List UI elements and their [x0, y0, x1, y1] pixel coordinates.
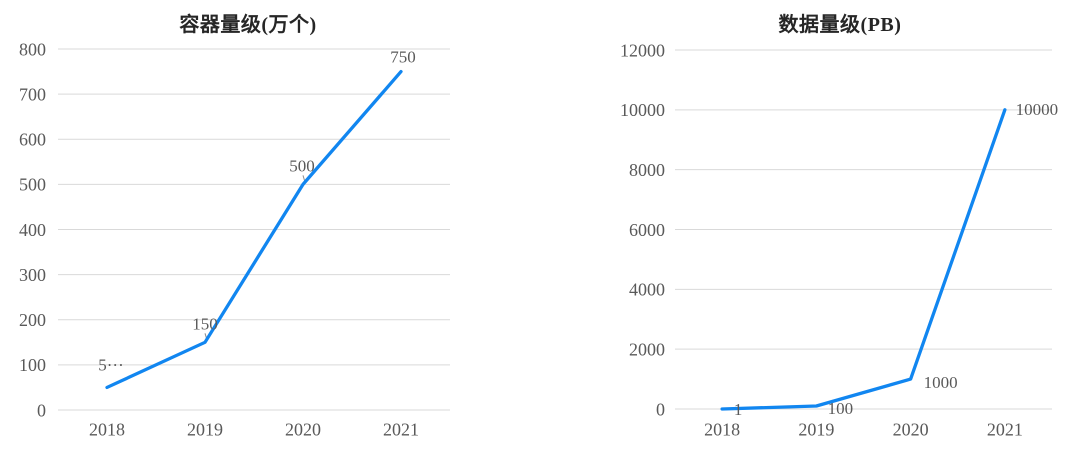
data-point-label: 1 — [734, 400, 743, 419]
y-axis-tick-label: 4000 — [629, 280, 665, 300]
y-axis-tick-label: 300 — [19, 265, 46, 285]
y-axis-tick-label: 100 — [19, 355, 46, 375]
data-scale-series-line — [720, 108, 1007, 411]
y-axis-tick-label: 400 — [19, 220, 46, 240]
container-scale-series-line — [105, 69, 403, 390]
y-axis-tick-label: 600 — [19, 130, 46, 150]
container-scale-chart-title: 容器量级(万个) — [179, 14, 317, 36]
x-axis-tick-label: 2020 — [893, 419, 929, 439]
data-point-label: 100 — [828, 399, 854, 418]
x-axis-tick-label: 2018 — [89, 419, 125, 439]
data-point-label: 150 — [192, 314, 218, 333]
y-axis-tick-label: 0 — [37, 400, 46, 420]
y-axis-tick-label: 8000 — [629, 160, 665, 180]
data-label-leader-line — [302, 175, 305, 181]
x-axis-tick-label: 2019 — [187, 419, 223, 439]
x-axis-tick-label: 2021 — [383, 419, 419, 439]
data-scale-plot-area: 0 2000 4000 6000 8000 10000 12000 2018 2019 2020 2… — [620, 40, 1058, 439]
data-point-label: 750 — [390, 48, 416, 67]
y-axis-tick-label: 700 — [19, 84, 46, 104]
y-axis-tick-label: 500 — [19, 175, 46, 195]
x-axis-tick-label: 2018 — [704, 419, 740, 439]
data-point-label: 5··· — [98, 355, 123, 374]
x-axis-tick-label: 2020 — [285, 419, 321, 439]
y-axis-tick-label: 10000 — [620, 100, 665, 120]
data-point-label: 1000 — [924, 373, 958, 392]
data-point-label: 500 — [289, 156, 315, 175]
y-axis-tick-label: 800 — [19, 39, 46, 59]
x-axis-tick-label: 2021 — [987, 419, 1023, 439]
container-scale-plot-area: 0 100 200 300 400 500 600 700 800 2018 2019 2020 202… — [19, 39, 450, 439]
data-point-label: 10000 — [1016, 100, 1059, 119]
y-axis-tick-label: 2000 — [629, 339, 665, 359]
x-axis-tick-label: 2019 — [798, 419, 834, 439]
y-axis-tick-label: 0 — [656, 399, 665, 419]
y-axis-tick-label: 12000 — [620, 40, 665, 60]
y-axis-tick-label: 6000 — [629, 220, 665, 240]
data-scale-chart-title: 数据量级(PB) — [778, 14, 902, 36]
y-axis-tick-label: 200 — [19, 310, 46, 330]
